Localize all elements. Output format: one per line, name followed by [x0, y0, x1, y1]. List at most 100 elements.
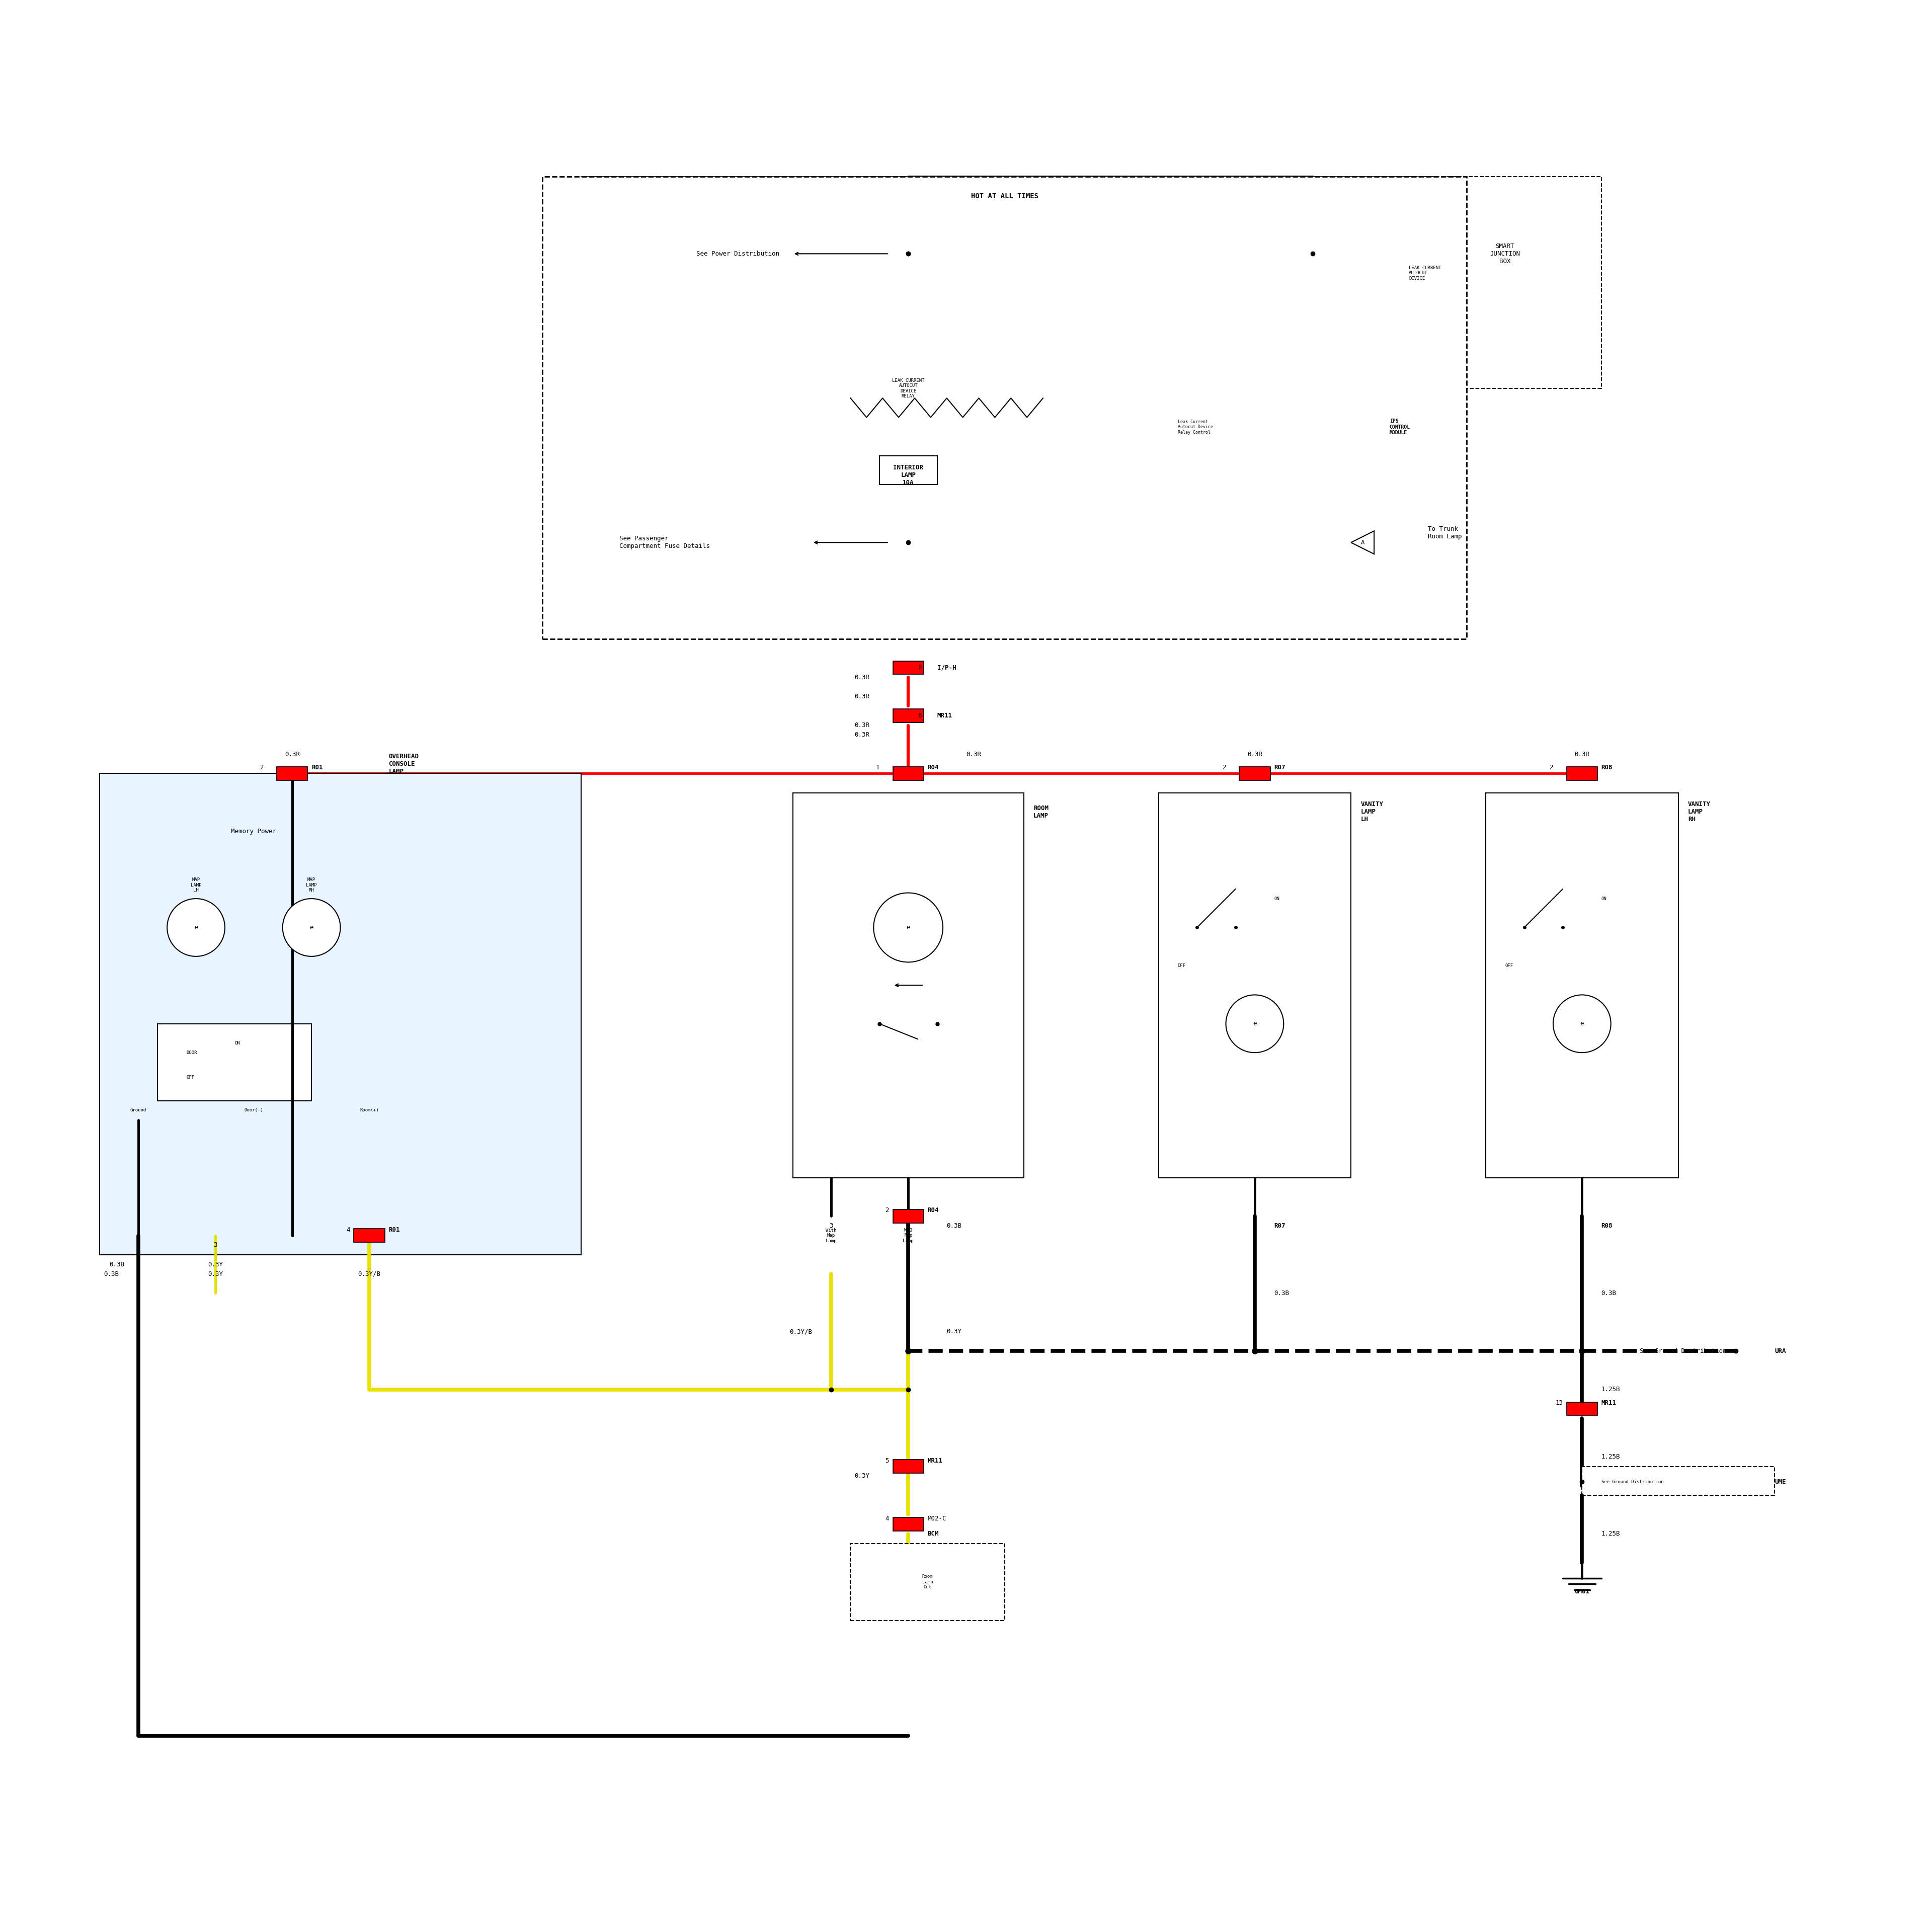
Circle shape: [282, 898, 340, 956]
Text: R04: R04: [927, 765, 939, 771]
Text: 0.3B: 0.3B: [104, 1271, 120, 1277]
Bar: [1567, 767, 1598, 781]
Text: See Ground Distribution: See Ground Distribution: [1602, 1480, 1663, 1484]
Text: With
Map
Lamp: With Map Lamp: [825, 1229, 837, 1242]
Text: 0.3R: 0.3R: [966, 752, 981, 757]
Bar: [850, 1544, 1005, 1621]
Text: Room(+): Room(+): [359, 1109, 379, 1113]
Bar: [100, 773, 582, 1254]
Text: VANITY
LAMP
RH: VANITY LAMP RH: [1689, 802, 1710, 823]
Text: 0.3Y: 0.3Y: [854, 1472, 869, 1480]
Text: BCM: BCM: [927, 1530, 939, 1538]
Text: e: e: [906, 923, 910, 931]
Text: MAP
LAMP
LH: MAP LAMP LH: [191, 877, 201, 893]
Bar: [1486, 792, 1679, 1179]
Bar: [831, 350, 1063, 466]
Text: R01: R01: [388, 1227, 400, 1233]
Text: e: e: [193, 923, 197, 931]
Text: 4: 4: [346, 1227, 350, 1233]
Bar: [582, 176, 1428, 620]
Text: Memory Power: Memory Power: [232, 829, 276, 835]
Text: A: A: [1360, 539, 1364, 545]
Text: OVERHEAD
CONSOLE
LAMP: OVERHEAD CONSOLE LAMP: [388, 753, 419, 775]
Text: 1: 1: [1580, 1223, 1584, 1229]
Text: Door(-): Door(-): [243, 1109, 263, 1113]
Bar: [1582, 1466, 1774, 1495]
Text: R08: R08: [1602, 765, 1613, 771]
Text: 0.3Y: 0.3Y: [947, 1329, 962, 1335]
Text: MAP
LAMP
RH: MAP LAMP RH: [305, 877, 317, 893]
Text: 13: 13: [1555, 1399, 1563, 1406]
Text: 1: 1: [137, 1242, 141, 1248]
Text: See Ground Distribution: See Ground Distribution: [1640, 1349, 1727, 1354]
Text: 1: 1: [875, 765, 879, 771]
Text: 0.3R: 0.3R: [284, 752, 299, 757]
Text: 1.25B: 1.25B: [1602, 1530, 1621, 1538]
Text: 0.3B: 0.3B: [110, 1262, 124, 1267]
Bar: [1567, 1403, 1598, 1416]
Bar: [792, 792, 1024, 1179]
Text: Leak Current
Autocut Device
Relay Control: Leak Current Autocut Device Relay Contro…: [1179, 419, 1213, 435]
Text: 2: 2: [1549, 765, 1553, 771]
Text: 2: 2: [1223, 765, 1227, 771]
Bar: [1238, 767, 1269, 781]
Text: 3: 3: [829, 1223, 833, 1229]
Text: VANITY
LAMP
LH: VANITY LAMP LH: [1360, 802, 1383, 823]
Text: ON: ON: [1602, 896, 1607, 900]
Circle shape: [168, 898, 224, 956]
Bar: [893, 661, 923, 674]
Text: GM01: GM01: [1575, 1588, 1590, 1596]
Text: 0.3B: 0.3B: [1602, 1291, 1617, 1296]
Text: M02-C: M02-C: [927, 1515, 947, 1522]
Text: See Power Distribution: See Power Distribution: [697, 251, 779, 257]
Bar: [893, 1517, 923, 1530]
Text: Room
Lamp
Out: Room Lamp Out: [922, 1575, 933, 1590]
Text: MR11: MR11: [927, 1457, 943, 1464]
Text: 0.3R: 0.3R: [854, 694, 869, 699]
Text: URA: URA: [1774, 1349, 1785, 1354]
Text: DOOR: DOOR: [185, 1051, 197, 1055]
Text: 0.3Y: 0.3Y: [209, 1271, 222, 1277]
Text: 0.3R: 0.3R: [854, 674, 869, 680]
Bar: [1408, 176, 1602, 388]
Polygon shape: [1350, 531, 1374, 554]
Bar: [543, 176, 1466, 639]
Text: ROOM
LAMP: ROOM LAMP: [1034, 806, 1049, 819]
Text: 1.25B: 1.25B: [1602, 1387, 1621, 1393]
Text: R07: R07: [1273, 765, 1285, 771]
Text: HOT AT ALL TIMES: HOT AT ALL TIMES: [970, 193, 1037, 199]
Bar: [354, 1229, 384, 1242]
Text: MR11: MR11: [937, 713, 952, 719]
Text: 5: 5: [885, 1457, 889, 1464]
Bar: [893, 709, 923, 723]
Text: UME: UME: [1774, 1478, 1785, 1486]
Text: e: e: [1580, 1020, 1584, 1028]
Text: 8: 8: [918, 665, 922, 670]
Text: 2: 2: [259, 765, 263, 771]
Bar: [893, 1461, 923, 1474]
Text: OFF: OFF: [185, 1076, 195, 1080]
Text: OFF: OFF: [1179, 964, 1186, 968]
Text: R01: R01: [311, 765, 323, 771]
Text: INTERIOR
LAMP
10A: INTERIOR LAMP 10A: [893, 464, 923, 487]
Text: 0.3R: 0.3R: [1575, 752, 1590, 757]
Text: 4: 4: [885, 1515, 889, 1522]
Text: ON: ON: [234, 1041, 240, 1045]
Text: R04: R04: [927, 1208, 939, 1213]
Text: 0.3Y/B: 0.3Y/B: [790, 1329, 811, 1335]
Bar: [889, 180, 1121, 211]
Text: LEAK CURRENT
AUTOCUT
DEVICE: LEAK CURRENT AUTOCUT DEVICE: [1408, 265, 1441, 280]
Text: W/O
Map
Lamp: W/O Map Lamp: [902, 1229, 914, 1242]
Bar: [158, 1024, 311, 1101]
Bar: [893, 767, 923, 781]
Text: 3: 3: [213, 1242, 216, 1248]
Text: 6: 6: [918, 713, 922, 719]
Text: IPS
CONTROL
MODULE: IPS CONTROL MODULE: [1389, 419, 1410, 435]
Text: LEAK CURRENT
AUTOCUT
DEVICE
RELAY: LEAK CURRENT AUTOCUT DEVICE RELAY: [893, 379, 925, 398]
Text: OFF: OFF: [1505, 964, 1513, 968]
Text: 0.3B: 0.3B: [1273, 1291, 1289, 1296]
Circle shape: [1227, 995, 1283, 1053]
Text: 0.3R: 0.3R: [1248, 752, 1262, 757]
Text: 0.3R: 0.3R: [854, 723, 869, 728]
Text: I/P-H: I/P-H: [937, 665, 956, 670]
